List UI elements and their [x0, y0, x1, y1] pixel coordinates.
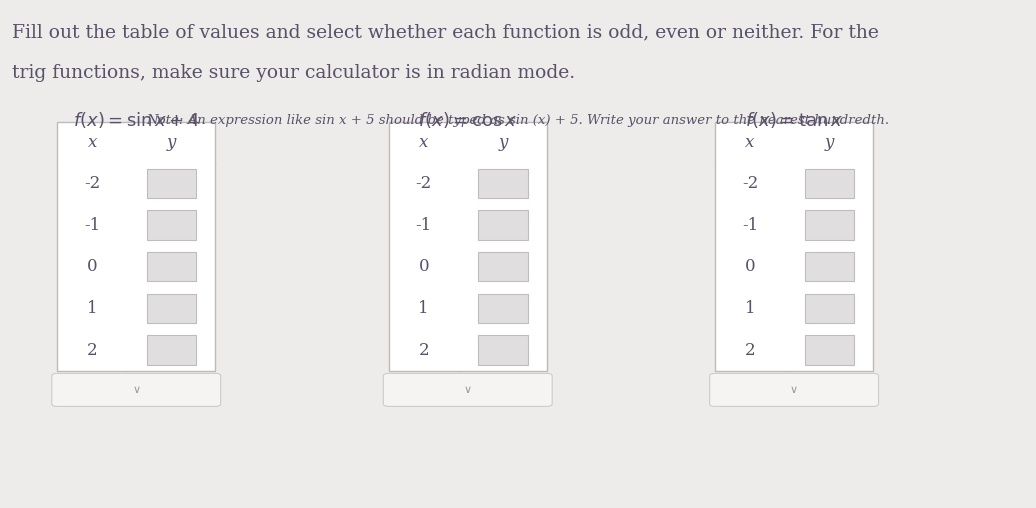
- Text: x: x: [87, 134, 97, 151]
- Text: y: y: [825, 134, 834, 151]
- Text: 0: 0: [419, 258, 429, 275]
- Text: Note: An expression like sin x + 5 should be typed as sin (x) + 5. Write your an: Note: An expression like sin x + 5 shoul…: [146, 114, 890, 128]
- Text: -2: -2: [415, 175, 432, 192]
- Text: -1: -1: [415, 216, 432, 234]
- Text: 2: 2: [745, 341, 755, 359]
- Text: y: y: [167, 134, 176, 151]
- Text: y: y: [498, 134, 508, 151]
- Text: x: x: [745, 134, 755, 151]
- Text: 1: 1: [745, 300, 755, 317]
- Text: 0: 0: [745, 258, 755, 275]
- Text: ∨: ∨: [790, 385, 798, 395]
- Text: 0: 0: [87, 258, 97, 275]
- Text: -2: -2: [742, 175, 758, 192]
- Text: $f(x)=\cos x$: $f(x)=\cos x$: [419, 110, 517, 130]
- Text: -1: -1: [742, 216, 758, 234]
- Text: 2: 2: [87, 341, 97, 359]
- Text: -1: -1: [84, 216, 100, 234]
- Text: 1: 1: [419, 300, 429, 317]
- Text: Fill out the table of values and select whether each function is odd, even or ne: Fill out the table of values and select …: [12, 23, 880, 41]
- Text: 2: 2: [419, 341, 429, 359]
- Text: $f(x)=\sin x+4$: $f(x)=\sin x+4$: [73, 110, 200, 130]
- Text: ∨: ∨: [133, 385, 140, 395]
- Text: $f(x)=\tan x$: $f(x)=\tan x$: [745, 110, 843, 130]
- Text: 1: 1: [87, 300, 97, 317]
- Text: trig functions, make sure your calculator is in radian mode.: trig functions, make sure your calculato…: [12, 64, 576, 81]
- Text: ∨: ∨: [464, 385, 471, 395]
- Text: x: x: [419, 134, 429, 151]
- Text: -2: -2: [84, 175, 100, 192]
